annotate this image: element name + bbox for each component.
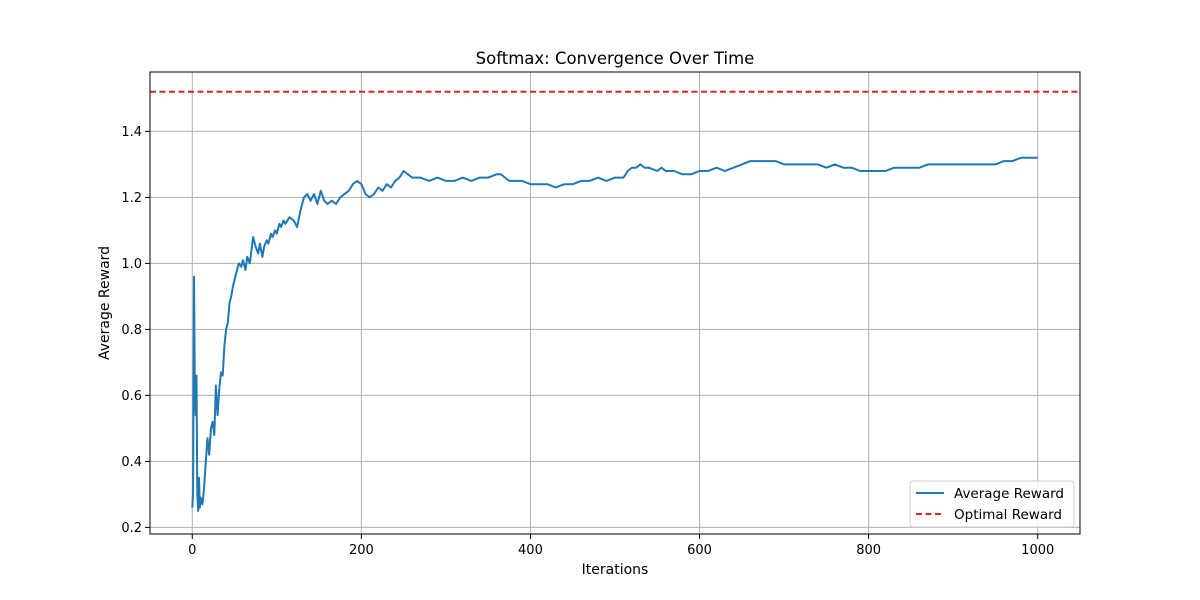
y-axis: 0.2 0.4 0.6 0.8 1.0 1.2 1.4 [121, 125, 150, 536]
y-tick-label: 0.4 [121, 455, 142, 470]
plot-frame [149, 71, 1081, 535]
y-tick-label: 0.8 [121, 323, 142, 338]
x-tick-label: 600 [687, 543, 712, 558]
x-axis-label: Iterations [582, 562, 649, 578]
y-tick-label: 1.4 [121, 125, 142, 140]
x-tick-label: 400 [518, 543, 543, 558]
y-tick-label: 0.2 [121, 521, 142, 536]
x-axis: 0 200 400 600 800 1000 [188, 534, 1054, 558]
x-tick-label: 0 [188, 543, 196, 558]
x-tick-label: 800 [856, 543, 881, 558]
y-tick-label: 1.0 [121, 257, 142, 272]
legend: Average Reward Optimal Reward [909, 480, 1075, 528]
chart-title: Softmax: Convergence Over Time [476, 49, 755, 68]
y-axis-label: Average Reward [97, 246, 113, 360]
y-tick-label: 0.6 [121, 389, 142, 404]
legend-box [909, 480, 1075, 528]
x-tick-label: 1000 [1021, 543, 1054, 558]
legend-label-average-reward: Average Reward [954, 486, 1064, 502]
y-tick-label: 1.2 [121, 191, 142, 206]
plot-area [150, 72, 1080, 534]
legend-label-optimal-reward: Optimal Reward [954, 507, 1062, 523]
series-line-average-reward [191, 156, 1038, 512]
x-tick-label: 200 [349, 543, 374, 558]
series-layer [150, 90, 1080, 512]
